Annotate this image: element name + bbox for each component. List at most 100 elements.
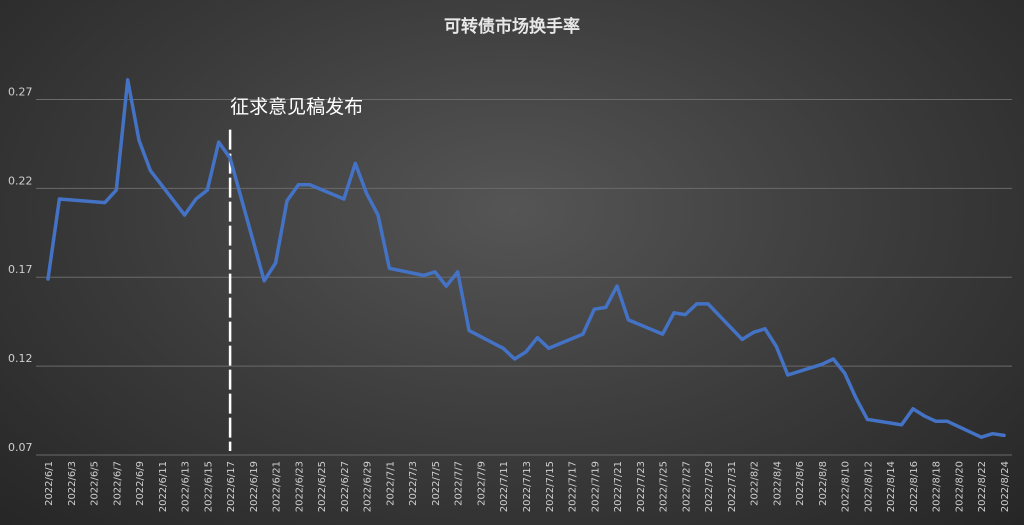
x-tick-label: 2022/7/23: [636, 461, 647, 512]
x-tick-label: 2022/7/17: [568, 461, 579, 512]
data-point: [660, 332, 665, 336]
data-point: [899, 423, 904, 427]
x-tick-label: 2022/8/14: [886, 461, 897, 512]
data-point: [205, 188, 209, 192]
y-tick-label: 0.17: [8, 263, 33, 276]
x-tick-label: 2022/6/7: [112, 461, 123, 506]
x-tick-label: 2022/8/12: [863, 461, 874, 512]
x-tick-label: 2022/7/11: [499, 461, 510, 512]
x-tick-label: 2022/6/29: [363, 461, 374, 512]
x-tick-label: 2022/7/5: [431, 461, 442, 506]
data-point: [604, 305, 608, 310]
data-point: [934, 419, 938, 423]
x-tick-label: 2022/6/15: [203, 461, 214, 512]
data-point: [683, 312, 687, 317]
data-point: [421, 273, 426, 278]
x-axis-ticks: 2022/6/1 2022/6/3 2022/6/5 2022/6/7 2022/6/9…: [44, 461, 1011, 512]
data-point: [592, 307, 596, 311]
data-point: [752, 330, 756, 334]
data-point: [137, 138, 141, 142]
data-point: [820, 362, 824, 366]
data-point: [194, 197, 198, 201]
data-point: [843, 371, 847, 375]
data-point: [467, 328, 471, 333]
x-tick-label: 2022/8/8: [818, 461, 829, 506]
x-tick-label: 2022/7/25: [659, 461, 670, 512]
x-tick-label: 2022/6/19: [249, 461, 260, 512]
x-tick-label: 2022/7/9: [476, 461, 487, 506]
x-tick-label: 2022/8/20: [954, 461, 965, 512]
x-tick-label: 2022/6/13: [181, 461, 192, 512]
x-tick-label: 2022/7/7: [454, 461, 465, 506]
y-tick-label: 0.07: [8, 441, 33, 454]
x-tick-label: 2022/6/23: [294, 461, 305, 512]
data-point: [228, 156, 232, 160]
data-point: [706, 302, 710, 306]
x-tick-label: 2022/8/24: [1000, 461, 1011, 512]
x-tick-label: 2022/6/11: [158, 461, 169, 512]
data-point: [353, 161, 357, 166]
x-tick-label: 2022/8/18: [932, 461, 943, 512]
x-tick-label: 2022/6/3: [67, 461, 78, 506]
y-axis-ticks: 0.07 0.12 0.17 0.22 0.27: [8, 85, 33, 454]
data-point: [695, 302, 699, 306]
y-tick-label: 0.27: [8, 85, 33, 98]
x-tick-label: 2022/8/6: [795, 461, 806, 506]
data-point: [126, 78, 130, 82]
data-point: [444, 284, 448, 288]
x-tick-label: 2022/7/27: [681, 461, 692, 512]
data-point: [911, 407, 915, 411]
data-point: [672, 311, 676, 315]
data-point: [501, 346, 505, 350]
data-point: [1002, 433, 1006, 438]
data-point: [581, 332, 585, 336]
data-point: [57, 197, 61, 201]
gridlines: [36, 98, 1012, 456]
x-tick-label: 2022/7/21: [613, 461, 624, 512]
data-point: [365, 192, 369, 196]
data-point: [387, 266, 392, 270]
data-point: [182, 213, 187, 217]
x-tick-label: 2022/7/19: [590, 461, 601, 512]
data-point: [774, 344, 778, 349]
data-point: [103, 200, 107, 205]
data-point: [535, 336, 539, 340]
x-tick-label: 2022/8/22: [977, 461, 988, 512]
x-tick-label: 2022/6/1: [44, 461, 55, 506]
data-point: [285, 199, 289, 203]
data-point: [513, 357, 517, 361]
x-tick-label: 2022/8/2: [750, 461, 761, 506]
data-point: [854, 396, 858, 400]
x-tick-label: 2022/6/9: [135, 461, 146, 506]
turnover-series-line: [46, 78, 1006, 439]
data-point: [148, 168, 153, 173]
data-point: [274, 261, 278, 265]
data-point: [308, 183, 312, 187]
data-point: [524, 350, 528, 354]
chart-title: 可转债市场换手率: [444, 16, 580, 37]
data-point: [342, 197, 346, 201]
data-point: [763, 327, 767, 331]
data-point: [626, 318, 631, 322]
data-point: [433, 270, 437, 274]
x-tick-label: 2022/7/13: [522, 461, 533, 512]
x-tick-label: 2022/7/1: [385, 461, 396, 506]
data-point: [865, 417, 870, 422]
x-tick-label: 2022/6/17: [226, 461, 237, 512]
data-point: [456, 270, 460, 274]
x-tick-label: 2022/6/21: [272, 461, 283, 512]
x-tick-label: 2022/7/15: [545, 461, 556, 512]
y-tick-label: 0.22: [8, 174, 33, 187]
x-tick-label: 2022/8/10: [841, 461, 852, 512]
data-point: [547, 346, 551, 350]
x-tick-label: 2022/6/27: [340, 461, 351, 512]
x-tick-label: 2022/7/29: [704, 461, 715, 512]
series-points: [46, 78, 1006, 439]
data-point: [615, 284, 619, 288]
data-point: [740, 337, 744, 342]
data-point: [922, 414, 926, 418]
x-tick-label: 2022/7/3: [408, 461, 419, 506]
data-point: [831, 357, 835, 361]
x-tick-label: 2022/6/25: [317, 461, 328, 512]
